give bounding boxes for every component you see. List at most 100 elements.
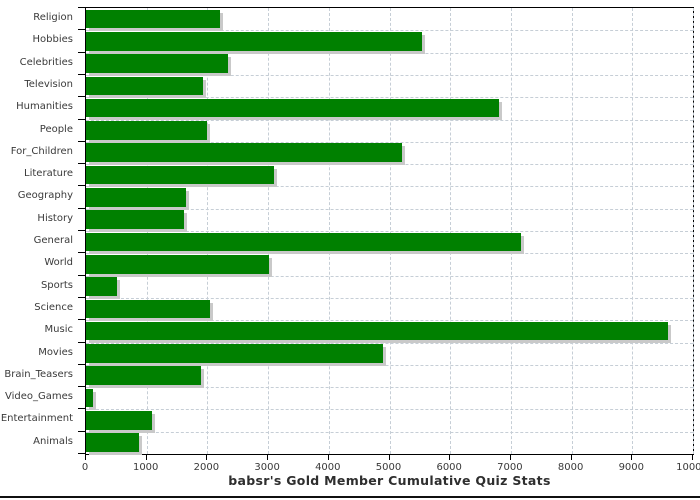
bottom-divider [0,496,700,498]
y-tick [78,453,85,454]
x-tick-label: 1000 [132,462,159,473]
y-tick [78,163,85,165]
bar [86,54,229,73]
x-tick [570,455,572,460]
horizontal-gridline [86,342,693,344]
y-tick [78,118,85,120]
horizontal-gridline [86,364,693,366]
x-tick [449,455,451,460]
horizontal-gridline [86,409,693,411]
y-tick [78,230,85,231]
category-label: Hobbies [32,34,73,46]
x-tick [327,455,329,460]
y-tick [78,185,85,187]
horizontal-gridline [86,119,693,121]
bar [86,411,153,430]
bar [86,31,423,51]
bar [86,98,500,118]
horizontal-gridline [86,231,693,232]
x-tick [85,455,86,460]
bar [86,9,221,29]
y-tick [78,363,85,365]
x-tick-label: 0 [81,462,89,473]
bar [86,210,185,229]
horizontal-gridline [86,387,693,389]
category-label: Literature [24,168,73,180]
horizontal-gridline [86,186,693,188]
bar [86,121,208,140]
category-label: Religion [33,12,73,23]
bar [86,254,270,274]
category-label: Animals [33,435,73,447]
y-tick [78,207,85,209]
x-tick [692,455,693,460]
bar [86,433,139,452]
x-tick [145,455,147,460]
category-label: General [33,235,73,246]
bar [86,366,202,386]
y-tick [78,96,85,98]
bar [86,143,402,163]
y-tick [78,296,85,298]
category-label: World [44,257,73,269]
category-label: Brain_Teasers [4,368,73,380]
horizontal-gridline [86,431,693,433]
y-tick [78,252,85,254]
x-tick-label: 7000 [497,462,523,473]
x-tick [206,455,208,460]
category-label: People [39,123,73,135]
bar [86,388,94,408]
category-label: Entertainment [0,413,73,425]
y-tick [78,341,85,343]
horizontal-gridline [86,253,693,255]
horizontal-gridline [86,52,693,54]
category-label: Video_Games [5,391,73,403]
bar [86,321,669,341]
y-tick [78,73,85,75]
x-tick-label: 6000 [436,462,462,473]
category-label: For_Children [10,145,73,157]
horizontal-gridline [86,275,693,277]
bar [86,344,384,363]
category-label: Geography [17,190,73,202]
horizontal-gridline [86,320,693,322]
y-tick [78,51,85,53]
plot-area [85,7,694,455]
x-tick [267,455,269,460]
horizontal-gridline [86,74,693,76]
x-tick-label: 9000 [618,462,645,473]
bar [86,165,274,185]
x-tick [631,455,633,460]
x-tick-label: 2000 [193,462,220,473]
category-label: Celebrities [19,56,73,68]
y-tick [78,140,85,142]
x-tick-label: 8000 [557,462,584,473]
category-label: Humanities [16,101,73,113]
x-tick-label: 4000 [315,462,341,473]
vertical-gridline [693,8,694,454]
horizontal-gridline [86,164,693,166]
category-label: Music [44,324,73,336]
horizontal-gridline [86,97,693,99]
y-tick [78,29,85,31]
bar [86,277,117,296]
category-label: Sports [40,279,73,291]
category-label: Television [24,78,73,90]
category-label: Movies [38,346,73,358]
y-tick [78,7,85,8]
bar [86,188,187,207]
horizontal-gridline [86,141,693,143]
horizontal-gridline [86,297,693,299]
y-tick [78,386,85,388]
horizontal-gridline [86,30,693,32]
chart-title: babsr's Gold Member Cumulative Quiz Stat… [228,473,551,488]
bar [86,299,211,319]
x-tick-label: 3000 [254,462,280,473]
category-label: Science [34,301,73,313]
horizontal-gridline [86,208,693,210]
x-tick-label: 5000 [375,462,402,473]
y-tick [78,319,85,321]
y-tick [78,408,85,410]
y-tick [78,430,85,432]
